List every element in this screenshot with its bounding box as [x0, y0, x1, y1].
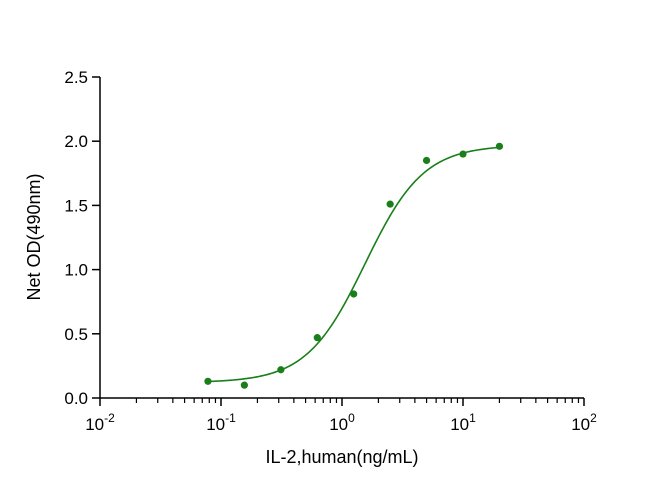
x-tick-exponent: 0: [348, 411, 355, 425]
data-point: [240, 381, 248, 389]
data-points: [204, 142, 504, 389]
y-tick-label: 0.5: [64, 325, 88, 344]
data-point: [459, 150, 467, 158]
plot-area: [204, 142, 504, 389]
data-point: [386, 200, 394, 208]
x-tick-base: 10: [571, 415, 590, 434]
x-tick-exponent: -1: [225, 411, 236, 425]
y-axis: 0.0 0.5 1.0 1.5 2.0 2.5: [64, 68, 101, 408]
y-tick-label: 1.5: [64, 196, 88, 215]
y-tick-label: 1.0: [64, 261, 88, 280]
data-point: [277, 366, 285, 374]
x-tick-base: 10: [206, 415, 225, 434]
x-tick-exponent: 1: [469, 411, 476, 425]
data-point: [313, 334, 321, 342]
data-point: [422, 156, 431, 165]
fit-curve: [207, 146, 500, 383]
y-tick-label: 0.0: [64, 389, 88, 408]
x-tick-exponent: -2: [104, 411, 115, 425]
x-tick-exponent: 2: [590, 411, 597, 425]
y-axis-title: Net OD(490nm): [24, 173, 44, 300]
data-point: [204, 377, 212, 385]
x-tick-base: 10: [85, 415, 104, 434]
x-tick-label: 102: [571, 411, 597, 434]
x-tick-label: 10-2: [85, 411, 115, 434]
x-axis-title: IL-2,human(ng/mL): [265, 447, 418, 467]
x-tick-label: 101: [450, 411, 476, 434]
x-tick-label: 10-1: [206, 411, 236, 434]
y-tick-label: 2.5: [64, 68, 88, 87]
x-tick-label: 100: [329, 411, 355, 434]
x-tick-base: 10: [450, 415, 469, 434]
data-point: [495, 142, 504, 150]
x-axis: 10-2 10-1 100 101 102: [85, 397, 597, 434]
data-point: [350, 290, 358, 298]
y-tick-label: 2.0: [64, 132, 88, 151]
x-tick-base: 10: [329, 415, 348, 434]
